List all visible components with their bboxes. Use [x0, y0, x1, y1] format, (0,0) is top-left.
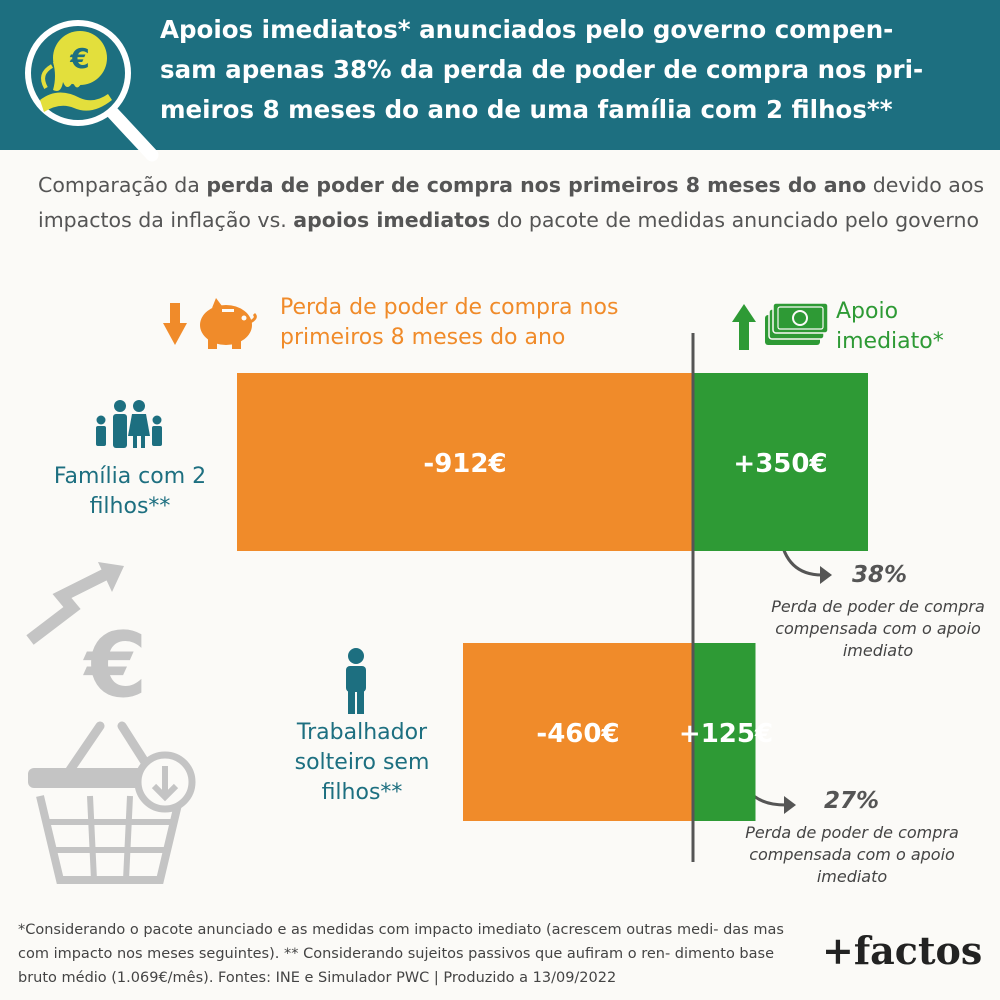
percent-description-38: Perda de poder de compra compensada com … [771, 597, 985, 660]
annotation-arrowhead-38 [820, 566, 832, 584]
header-banner [0, 0, 1000, 150]
person-icon [346, 648, 366, 714]
category-label-single: Trabalhador solteiro sem filhos** [294, 720, 430, 805]
bar-chart: -912€ -460€ +350€ +125€ [237, 333, 868, 862]
family-icon [96, 400, 162, 448]
bar-support-1 [693, 643, 756, 821]
bar-value-label-loss-1: -460€ [536, 719, 619, 749]
shopping-basket-icon [28, 721, 196, 884]
bar-loss-0 [237, 373, 693, 551]
percent-annotation-38: 38% [852, 562, 908, 588]
legend-loss: Perda de poder de compra nos primeiros 8… [280, 295, 619, 350]
euro-trend-icon: € [26, 562, 148, 718]
bar-value-label-support-0: +350€ [733, 449, 827, 479]
title-line-2: sam apenas 38% da perda de poder de comp… [160, 55, 924, 84]
percent-annotation-27: 27% [824, 788, 880, 814]
money-stack-icon [765, 302, 829, 345]
category-label-family: Família com 2 filhos** [53, 464, 207, 519]
legend-support: Apoio imediato* [836, 299, 944, 354]
footnote: *Considerando o pacote anunciado e as me… [18, 922, 784, 986]
svg-text:€: € [69, 42, 89, 75]
title-line-1: Apoios imediatos* anunciados pelo govern… [160, 15, 894, 44]
bar-value-label-loss-0: -912€ [423, 449, 506, 479]
magnifier-euro-icon: € [25, 20, 159, 162]
percent-description-27: Perda de poder de compra compensada com … [745, 823, 959, 886]
up-arrow-icon [732, 304, 756, 350]
chart-subtitle: Comparação da perda de poder de compra n… [38, 173, 985, 232]
piggy-bank-icon [200, 298, 257, 349]
bar-loss-1 [463, 643, 693, 821]
title-line-3: meiros 8 meses do ano de uma família com… [160, 95, 893, 124]
brand-logo: +factos [822, 928, 983, 973]
bar-value-label-support-1: +125€ [679, 719, 773, 749]
page-title: Apoios imediatos* anunciados pelo govern… [160, 10, 990, 130]
down-arrow-icon [163, 303, 187, 345]
bar-support-0 [693, 373, 868, 551]
annotation-arrowhead-27 [784, 796, 796, 814]
svg-text:€: € [83, 613, 148, 718]
